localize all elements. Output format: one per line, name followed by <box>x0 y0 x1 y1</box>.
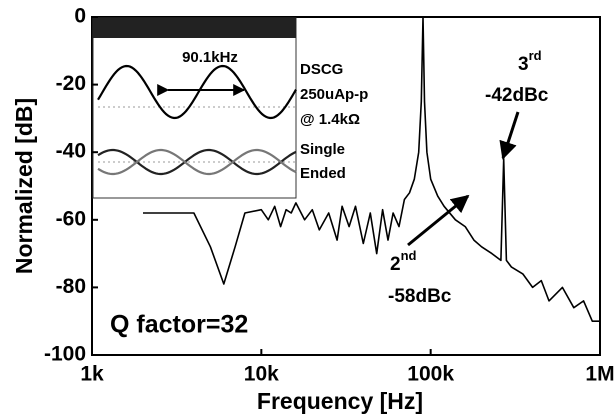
y-tick-label: 0 <box>74 5 86 28</box>
x-tick-label: 1k <box>80 363 104 386</box>
x-tick-label: 10k <box>244 363 279 386</box>
harmonic-label: 3rd <box>518 48 542 75</box>
inset-frequency: 90.1kHz <box>182 49 238 66</box>
y-tick-label: -80 <box>56 275 86 298</box>
arrow <box>408 196 468 245</box>
q-factor: Q factor=32 <box>110 311 248 339</box>
harmonic-level: -58dBc <box>388 286 452 307</box>
scope-header <box>93 18 296 38</box>
y-tick-label: -60 <box>56 207 86 230</box>
y-axis-title: Normalized [dB] <box>11 98 37 274</box>
x-axis-title: Frequency [Hz] <box>257 388 423 414</box>
harmonic-label: 2nd <box>390 248 417 275</box>
y-tick-label: -20 <box>56 72 86 95</box>
x-tick-label: 100k <box>407 363 454 386</box>
chart: 90.1kHz DSCG 250uAp-p @ 1.4kΩ Single End… <box>0 0 615 419</box>
inset-text: Single <box>300 141 345 158</box>
y-tick-label: -40 <box>56 140 86 163</box>
order: 3 <box>518 54 529 75</box>
suffix: rd <box>529 48 542 63</box>
suffix: nd <box>401 248 417 263</box>
inset-text: DSCG <box>300 61 343 78</box>
page: 90.1kHz DSCG 250uAp-p @ 1.4kΩ Single End… <box>0 0 615 419</box>
harmonic-level: -42dBc <box>485 85 549 106</box>
order: 2 <box>390 254 401 275</box>
inset-text: @ 1.4kΩ <box>300 111 360 128</box>
x-tick-label: 1M <box>585 363 614 386</box>
arrow <box>503 112 518 158</box>
inset-text: Ended <box>300 165 346 182</box>
inset-text: 250uAp-p <box>300 86 368 103</box>
inset-scope <box>93 18 296 198</box>
